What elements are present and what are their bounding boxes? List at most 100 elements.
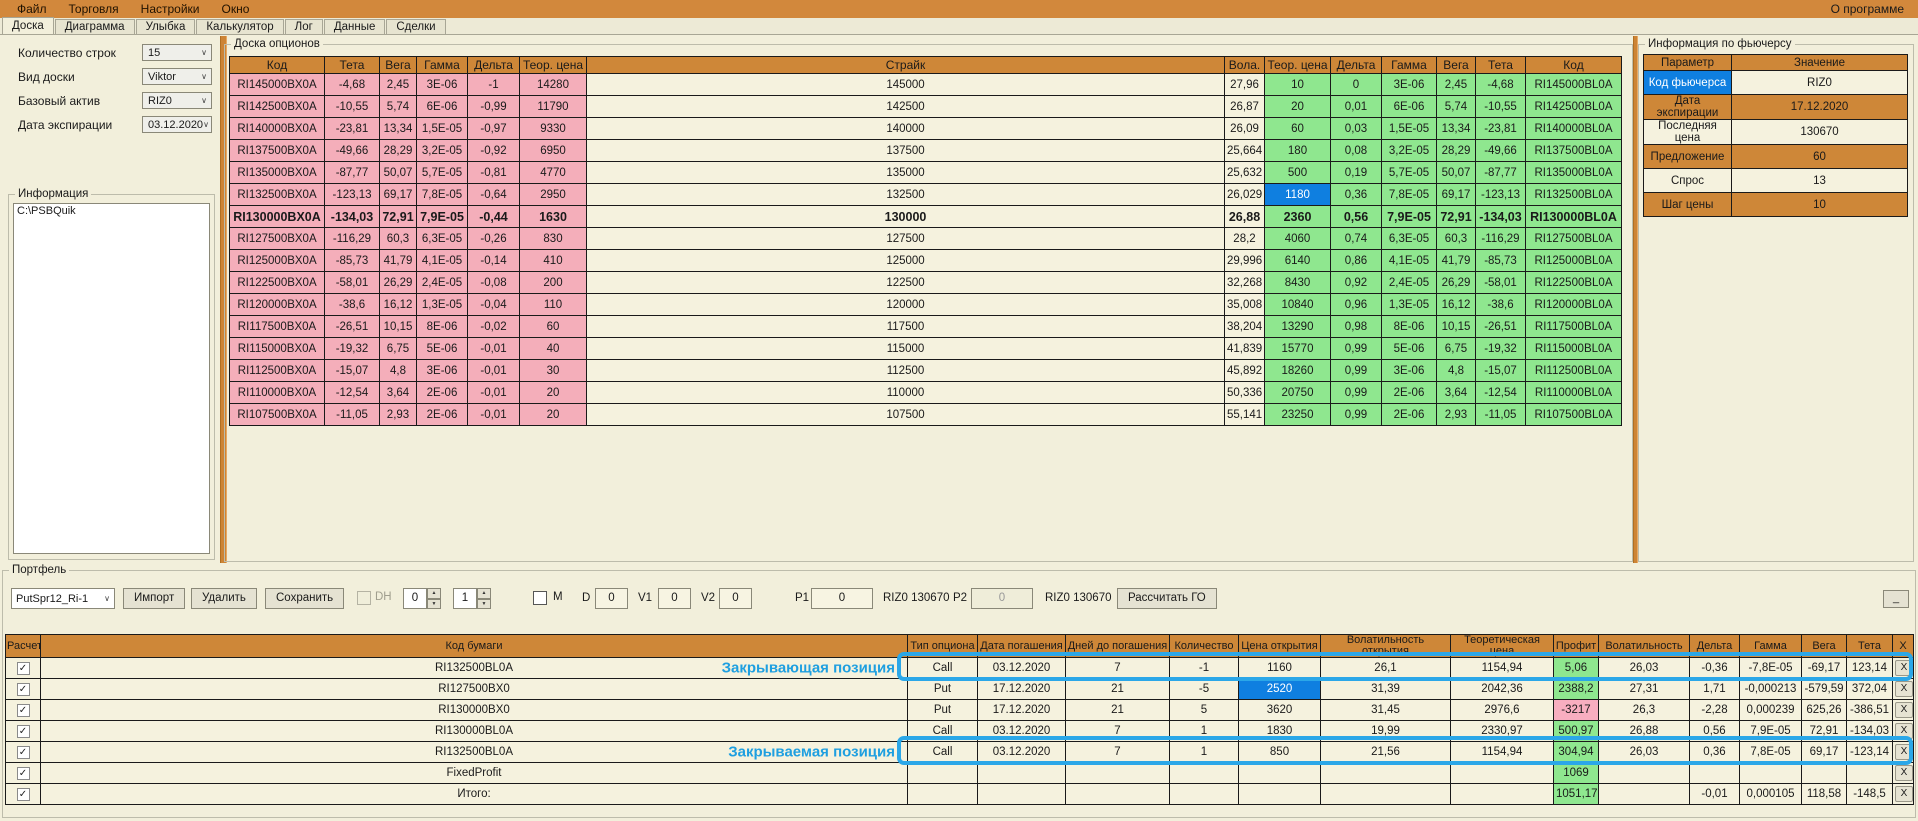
board-cell[interactable]: 5,74	[379, 95, 417, 118]
theta-cell[interactable]: -386,51	[1846, 699, 1893, 721]
futures-param-cell[interactable]: Дата экспирации	[1643, 94, 1732, 120]
board-cell[interactable]: 5,74	[1436, 95, 1476, 118]
board-cell[interactable]: 10,15	[1436, 315, 1476, 338]
dh-checkbox[interactable]	[357, 591, 371, 605]
board-cell[interactable]: 13,34	[1436, 117, 1476, 140]
board-cell[interactable]: RI117500BX0A	[229, 315, 325, 338]
tab-3[interactable]: Калькулятор	[196, 19, 284, 34]
open-volatility-cell[interactable]	[1320, 762, 1451, 784]
sidebar-field-select[interactable]: 03.12.2020 ∨	[142, 116, 212, 133]
board-cell[interactable]: -23,81	[324, 117, 380, 140]
delta-cell[interactable]: -0,36	[1689, 657, 1740, 679]
board-cell[interactable]: -0,01	[467, 403, 520, 426]
spin-up-icon[interactable]: ▲	[427, 588, 441, 599]
board-cell[interactable]: 8430	[1264, 271, 1331, 294]
vega-cell[interactable]: 69,17	[1801, 741, 1847, 763]
board-cell[interactable]: RI125000BX0A	[229, 249, 325, 272]
theor-price-cell[interactable]: 2042,36	[1450, 678, 1554, 700]
profit-cell[interactable]: -3217	[1553, 699, 1599, 721]
board-cell[interactable]: 32,268	[1224, 271, 1265, 294]
board-cell[interactable]: 11790	[519, 95, 587, 118]
board-cell[interactable]: 120000	[586, 293, 1225, 316]
board-cell[interactable]: 6140	[1264, 249, 1331, 272]
board-cell[interactable]: 132500	[586, 183, 1225, 206]
board-cell[interactable]: 35,008	[1224, 293, 1265, 316]
v1-input[interactable]: 0	[658, 588, 691, 609]
board-cell[interactable]: RI140000BL0A	[1525, 117, 1622, 140]
security-code-cell[interactable]: RI132500BL0A Закрывающая позиция	[40, 657, 908, 679]
spin-2[interactable]: 1 ▲ ▼	[453, 588, 491, 609]
board-cell[interactable]: RI127500BL0A	[1525, 227, 1622, 250]
board-cell[interactable]: RI140000BX0A	[229, 117, 325, 140]
board-cell[interactable]: 2360	[1264, 205, 1331, 228]
board-cell[interactable]: -19,32	[324, 337, 380, 360]
row-close-button[interactable]: X	[1895, 786, 1913, 802]
board-cell[interactable]: 0,19	[1330, 161, 1382, 184]
board-cell[interactable]: -1	[467, 73, 520, 96]
board-cell[interactable]: 41,839	[1224, 337, 1265, 360]
menu-item-0[interactable]: Файл	[17, 2, 47, 16]
info-listbox-item[interactable]: C:\PSBQuik	[17, 205, 76, 217]
days-to-maturity-cell[interactable]: 7	[1065, 657, 1170, 679]
gamma-cell[interactable]: 7,8E-05	[1739, 741, 1802, 763]
info-listbox[interactable]: C:\PSBQuik	[13, 203, 210, 554]
board-cell[interactable]: 137500	[586, 139, 1225, 162]
board-cell[interactable]: 26,87	[1224, 95, 1265, 118]
board-cell[interactable]: RI117500BL0A	[1525, 315, 1622, 338]
board-cell[interactable]: 0,99	[1330, 381, 1382, 404]
board-cell[interactable]: 135000	[586, 161, 1225, 184]
spin-2-value[interactable]: 1	[453, 588, 477, 609]
row-close-button[interactable]: X	[1895, 744, 1913, 760]
board-cell[interactable]: 23250	[1264, 403, 1331, 426]
board-cell[interactable]: -0,92	[467, 139, 520, 162]
quantity-cell[interactable]	[1169, 783, 1239, 805]
open-price-cell[interactable]: 1830	[1238, 720, 1321, 742]
board-cell[interactable]: 30	[519, 359, 587, 382]
board-cell[interactable]: -0,81	[467, 161, 520, 184]
board-cell[interactable]: 10840	[1264, 293, 1331, 316]
board-cell[interactable]: 3,64	[1436, 381, 1476, 404]
futures-value-cell[interactable]: 10	[1731, 192, 1908, 217]
option-type-cell[interactable]	[907, 762, 978, 784]
board-cell[interactable]: 2E-06	[1381, 381, 1437, 404]
delta-cell[interactable]	[1689, 762, 1740, 784]
board-cell[interactable]: 5E-06	[1381, 337, 1437, 360]
board-cell[interactable]: -134,03	[324, 205, 380, 228]
board-cell[interactable]: 2E-06	[1381, 403, 1437, 426]
futures-param-cell[interactable]: Код фьючерса	[1643, 70, 1732, 95]
quantity-cell[interactable]: -5	[1169, 678, 1239, 700]
gamma-cell[interactable]: -7,8E-05	[1739, 657, 1802, 679]
board-cell[interactable]: 72,91	[1436, 205, 1476, 228]
board-cell[interactable]: -4,68	[1475, 73, 1526, 96]
board-cell[interactable]: 26,029	[1224, 183, 1265, 206]
board-cell[interactable]: -58,01	[1475, 271, 1526, 294]
board-cell[interactable]: 0,99	[1330, 337, 1382, 360]
board-cell[interactable]: -116,29	[1475, 227, 1526, 250]
futures-value-cell[interactable]: 130670	[1731, 119, 1908, 145]
security-code-cell[interactable]: RI130000BL0A	[40, 720, 908, 742]
board-cell[interactable]: 4060	[1264, 227, 1331, 250]
board-cell[interactable]: 9330	[519, 117, 587, 140]
security-code-cell[interactable]: FixedProfit	[40, 762, 908, 784]
board-cell[interactable]: 7,9E-05	[416, 205, 468, 228]
board-cell[interactable]: 40	[519, 337, 587, 360]
volatility-cell[interactable]: 26,03	[1598, 741, 1690, 763]
board-cell[interactable]: 117500	[586, 315, 1225, 338]
board-cell[interactable]: 20	[519, 381, 587, 404]
menu-item-2[interactable]: Настройки	[140, 2, 200, 16]
gamma-cell[interactable]	[1739, 762, 1802, 784]
option-type-cell[interactable]: Call	[907, 741, 978, 763]
board-cell[interactable]: -15,07	[324, 359, 380, 382]
board-cell[interactable]: 28,29	[1436, 139, 1476, 162]
board-cell[interactable]: 14280	[519, 73, 587, 96]
board-cell[interactable]: 0	[1330, 73, 1382, 96]
spin-1-arrows[interactable]: ▲ ▼	[427, 588, 441, 609]
board-cell[interactable]: 4,8	[1436, 359, 1476, 382]
board-cell[interactable]: 2,45	[379, 73, 417, 96]
board-cell[interactable]: 112500	[586, 359, 1225, 382]
security-code-cell[interactable]: Итого:	[40, 783, 908, 805]
quantity-cell[interactable]: 1	[1169, 720, 1239, 742]
tab-6[interactable]: Сделки	[386, 19, 446, 34]
board-cell[interactable]: -0,02	[467, 315, 520, 338]
board-cell[interactable]: 2950	[519, 183, 587, 206]
